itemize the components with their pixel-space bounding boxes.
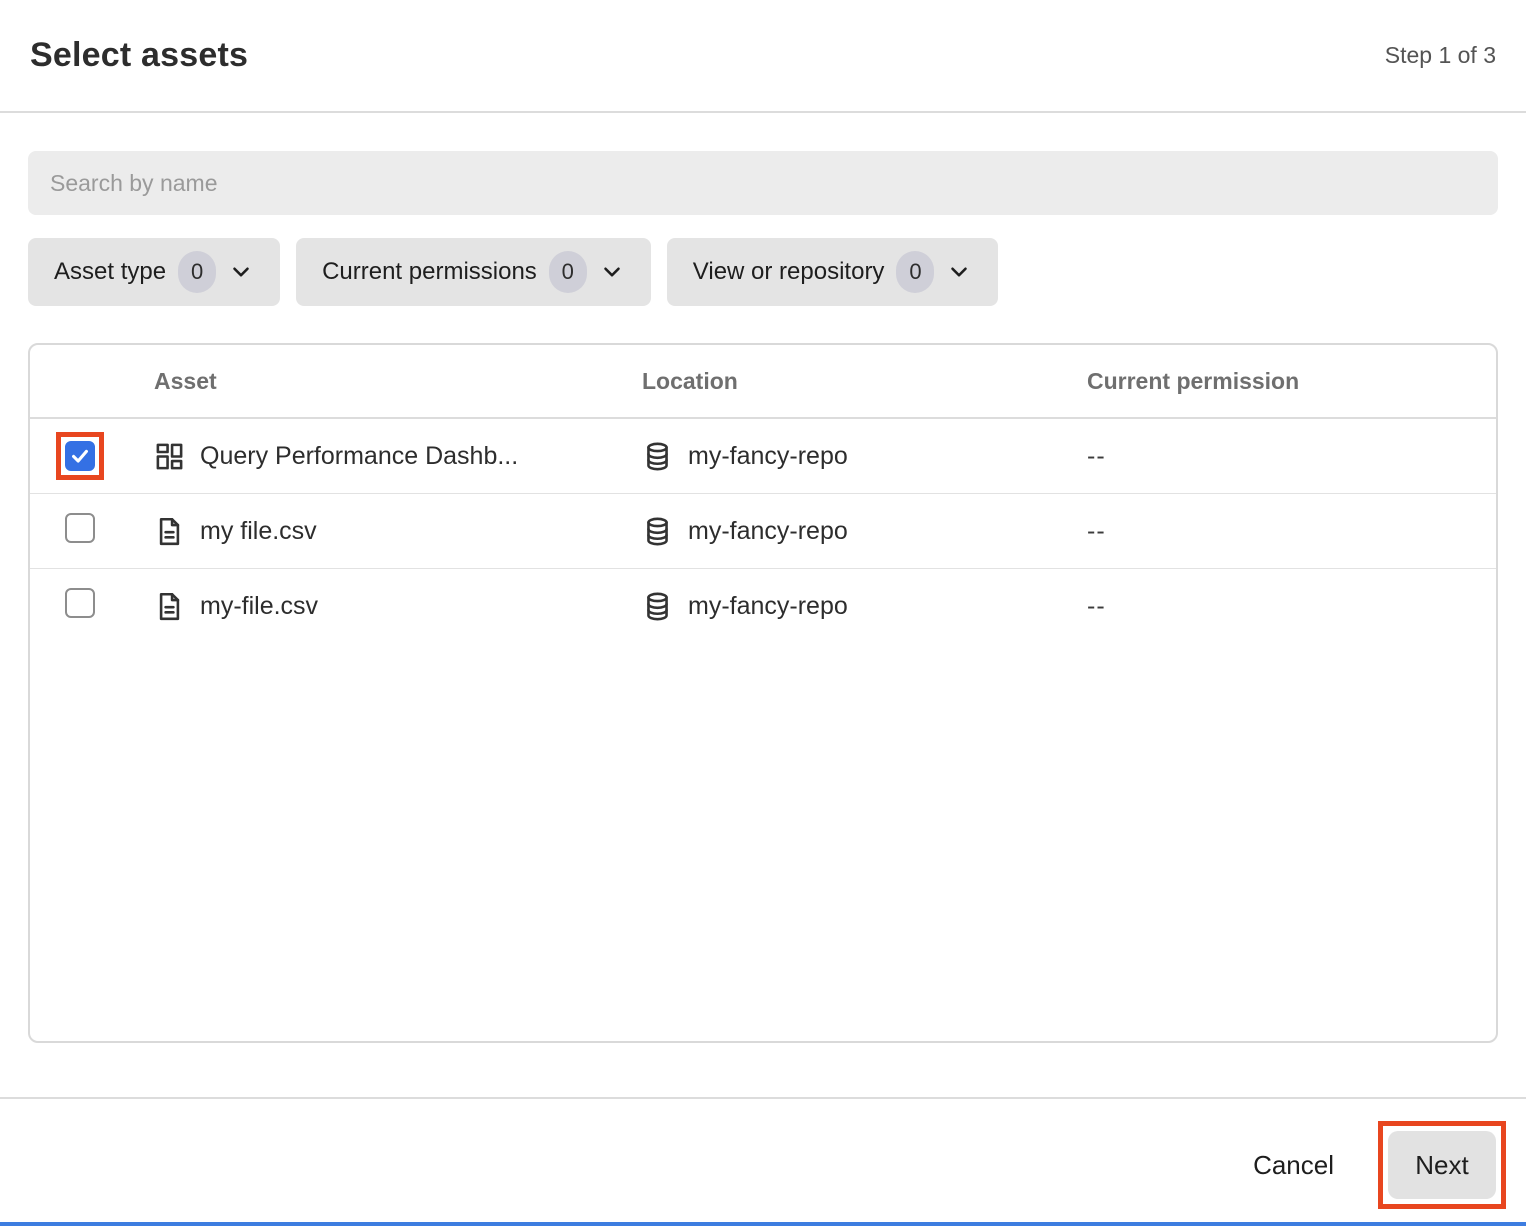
location-name: my-fancy-repo (688, 441, 848, 470)
chevron-down-icon (233, 267, 249, 277)
view-or-repository-filter-button[interactable]: View or repository 0 (666, 238, 999, 306)
filter-bar: Asset type 0 Current permissions 0 View … (28, 238, 1498, 306)
permission-value: -- (1087, 516, 1106, 545)
permission-cell: -- (1087, 442, 1496, 471)
view-or-repository-filter-count-badge: 0 (896, 251, 935, 293)
dialog-body: Asset type 0 Current permissions 0 View … (0, 113, 1526, 1043)
dashboard-icon (156, 443, 183, 469)
asset-name: my-file.csv (200, 592, 319, 620)
table-row[interactable]: my-file.csv my-fancy-repo -- (30, 569, 1496, 644)
table-row[interactable]: Query Performance Dashb... my-fancy-repo… (30, 419, 1496, 494)
permission-cell: -- (1087, 517, 1496, 546)
permission-cell: -- (1087, 592, 1496, 621)
row-checkbox[interactable] (65, 441, 95, 471)
cancel-button[interactable]: Cancel (1253, 1149, 1334, 1180)
checkbox-cell (30, 579, 154, 634)
chevron-down-icon (603, 267, 620, 277)
checkbox-spacing (56, 504, 104, 559)
next-button[interactable]: Next (1388, 1131, 1496, 1199)
annotation-highlight-box (56, 432, 104, 480)
location-cell: my-fancy-repo (642, 516, 1087, 547)
table-row[interactable]: my file.csv my-fancy-repo -- (30, 494, 1496, 569)
table-header-row: Asset Location Current permission (30, 345, 1496, 419)
asset-name: Query Performance Dashb... (200, 441, 519, 470)
location-name: my-fancy-repo (688, 516, 848, 545)
annotation-highlight-box: Next (1378, 1121, 1506, 1209)
location-cell: my-fancy-repo (642, 441, 1087, 472)
chevron-down-icon (951, 267, 968, 277)
checkbox-spacing (56, 579, 104, 634)
dialog-header: Select assets Step 1 of 3 (0, 0, 1526, 113)
checkbox-cell (30, 504, 154, 559)
asset-type-filter-count-badge: 0 (178, 251, 217, 293)
view-or-repository-filter-label: View or repository (692, 258, 885, 285)
asset-cell: Query Performance Dashb... (154, 441, 642, 472)
step-indicator: Step 1 of 3 (1384, 42, 1496, 68)
location-name: my-fancy-repo (688, 592, 848, 620)
checkbox-cell (30, 432, 154, 480)
database-icon (647, 592, 668, 621)
column-header-asset: Asset (154, 367, 217, 394)
asset-cell: my file.csv (154, 516, 642, 547)
column-header-permission: Current permission (1087, 367, 1300, 394)
permission-value: -- (1087, 592, 1106, 620)
asset-type-filter-button[interactable]: Asset type 0 (28, 238, 281, 306)
column-header-location: Location (642, 367, 738, 394)
current-permissions-filter-count-badge: 0 (548, 251, 587, 293)
dialog-footer: Cancel Next (0, 1097, 1526, 1209)
check-icon (72, 449, 88, 463)
assets-table: Asset Location Current permission (28, 343, 1498, 1043)
file-icon (159, 517, 180, 545)
row-checkbox[interactable] (65, 512, 95, 543)
current-permissions-filter-label: Current permissions (322, 258, 537, 285)
location-cell: my-fancy-repo (642, 591, 1087, 622)
current-permissions-filter-button[interactable]: Current permissions 0 (296, 238, 651, 306)
asset-cell: my-file.csv (154, 591, 642, 622)
file-icon (159, 592, 180, 621)
database-icon (647, 517, 668, 545)
search-input[interactable] (28, 151, 1498, 215)
asset-name: my file.csv (200, 516, 317, 545)
window-bottom-edge (0, 1222, 1526, 1226)
database-icon (647, 442, 668, 470)
asset-type-filter-label: Asset type (54, 258, 167, 285)
permission-value: -- (1087, 441, 1106, 470)
page-title: Select assets (30, 36, 249, 74)
row-checkbox[interactable] (65, 588, 95, 618)
